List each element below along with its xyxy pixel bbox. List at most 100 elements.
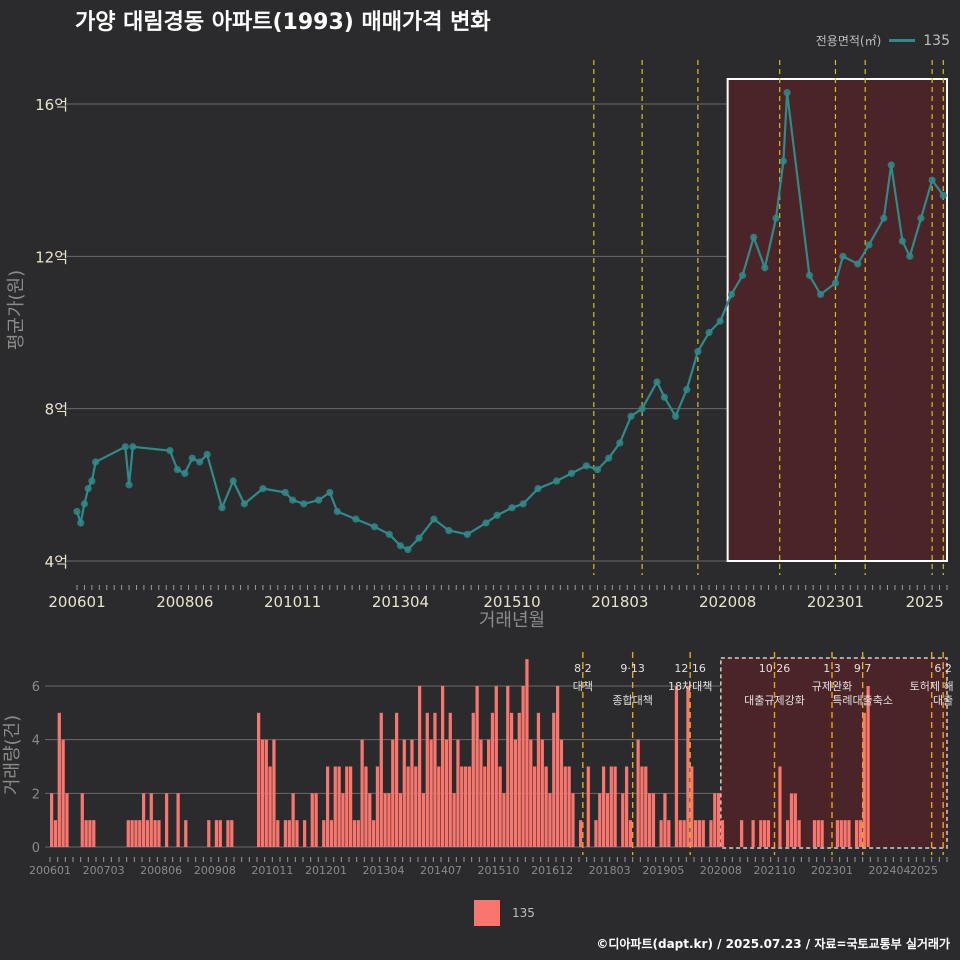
volume-bar <box>525 659 529 847</box>
price-point <box>77 519 85 527</box>
volume-bar <box>517 712 521 847</box>
volume-bar <box>53 820 58 847</box>
volume-bar <box>433 712 437 847</box>
volume-bar <box>717 793 721 847</box>
price-point <box>415 534 423 542</box>
price-point <box>716 317 724 325</box>
volume-bar <box>694 820 698 847</box>
volume-bar <box>218 820 222 847</box>
price-point <box>727 290 735 299</box>
volume-bar <box>559 739 564 847</box>
price-point <box>203 450 211 458</box>
price-point <box>181 469 189 478</box>
y-tick-label: 12억 <box>35 248 68 266</box>
x-tick-label: 200806 <box>156 593 213 611</box>
price-point <box>738 271 747 279</box>
price-point <box>605 454 613 462</box>
volume-bar <box>276 820 280 847</box>
bar-x-tick-label: 202110 <box>754 864 796 877</box>
price-point <box>887 161 895 169</box>
y-axis-title: 평균가(원) <box>6 270 27 350</box>
volume-bar <box>663 793 667 847</box>
volume-bar <box>268 766 272 847</box>
volume-bar <box>402 739 406 847</box>
volume-bar <box>521 686 525 847</box>
price-point <box>370 523 379 531</box>
volume-bar <box>862 712 866 847</box>
price-point <box>404 545 412 554</box>
bar-x-tick-label: 201201 <box>305 864 347 877</box>
volume-bar <box>602 766 606 847</box>
policy-name-label: 18차대책 <box>668 680 712 693</box>
price-point <box>705 328 713 337</box>
volume-bar <box>678 820 682 847</box>
policy-date-label: 9·13 <box>620 662 645 675</box>
volume-bar <box>490 712 495 847</box>
price-point <box>121 443 129 451</box>
x-tick-label: 202008 <box>699 593 756 611</box>
volume-legend: 135 <box>474 900 535 926</box>
price-point <box>218 504 226 512</box>
bar-x-tick-label: 201905 <box>642 864 684 877</box>
price-point <box>906 252 914 260</box>
price-point <box>772 214 780 222</box>
bar-x-tick-label: 202404 <box>869 864 911 877</box>
policy-name-label: 규제완화 <box>812 680 852 693</box>
policy-date-label: 12·16 <box>674 662 706 675</box>
volume-bar <box>789 793 794 847</box>
volume-bar <box>398 793 403 847</box>
price-point <box>229 477 237 485</box>
highlight-box <box>726 78 949 562</box>
volume-bar <box>88 820 92 847</box>
volume-bar <box>835 820 840 847</box>
price-point <box>430 515 438 523</box>
price-point <box>880 214 888 222</box>
volume-bar <box>713 793 717 847</box>
volume-bar <box>613 766 617 847</box>
bar-x-tick-label: 201407 <box>420 864 462 877</box>
volume-bar <box>621 793 625 847</box>
chart-title: 가양 대림경동 아파트(1993) 매매가격 변화 <box>75 10 491 35</box>
price-point <box>865 241 873 249</box>
price-point <box>750 233 758 241</box>
volume-bar <box>80 793 84 847</box>
volume-bar <box>326 766 330 847</box>
volume-bar <box>479 739 483 847</box>
x-axis-title: 거래년월 <box>479 610 545 631</box>
volume-bar <box>778 766 782 847</box>
price-point <box>73 507 81 516</box>
volume-bar <box>483 766 487 847</box>
volume-bar <box>395 712 399 847</box>
volume-bar <box>674 686 679 847</box>
volume-bar <box>858 820 863 847</box>
volume-bar <box>145 820 150 847</box>
price-point <box>91 458 100 466</box>
bar-x-tick-label: 200806 <box>140 864 182 877</box>
price-point <box>482 519 490 527</box>
bar-x-tick-label: 201803 <box>589 864 631 877</box>
x-tick-label: 201510 <box>483 593 540 611</box>
x-tick-label: 201304 <box>372 593 429 611</box>
volume-bar <box>391 739 395 847</box>
price-point <box>519 500 527 508</box>
bar-x-tick-label: 201011 <box>251 864 293 877</box>
volume-bar <box>322 820 326 847</box>
bar-highlight-box <box>720 657 948 849</box>
price-point <box>616 439 624 447</box>
policy-date-label: 6·2 <box>934 662 952 675</box>
volume-bar <box>628 820 633 847</box>
volume-bar <box>260 739 265 847</box>
volume-bar <box>855 820 859 847</box>
volume-bar <box>651 793 656 847</box>
volume-bar <box>510 712 514 847</box>
volume-bar <box>226 820 230 847</box>
volume-bar <box>414 766 418 847</box>
price-point <box>917 214 925 222</box>
volume-bar <box>536 712 541 847</box>
legend-bar-swatch <box>474 900 500 926</box>
policy-name-label: 대책 <box>573 680 593 693</box>
volume-bar <box>759 820 763 847</box>
price-point <box>553 477 561 485</box>
legend-item-label: 135 <box>923 32 950 49</box>
price-point <box>166 446 174 455</box>
